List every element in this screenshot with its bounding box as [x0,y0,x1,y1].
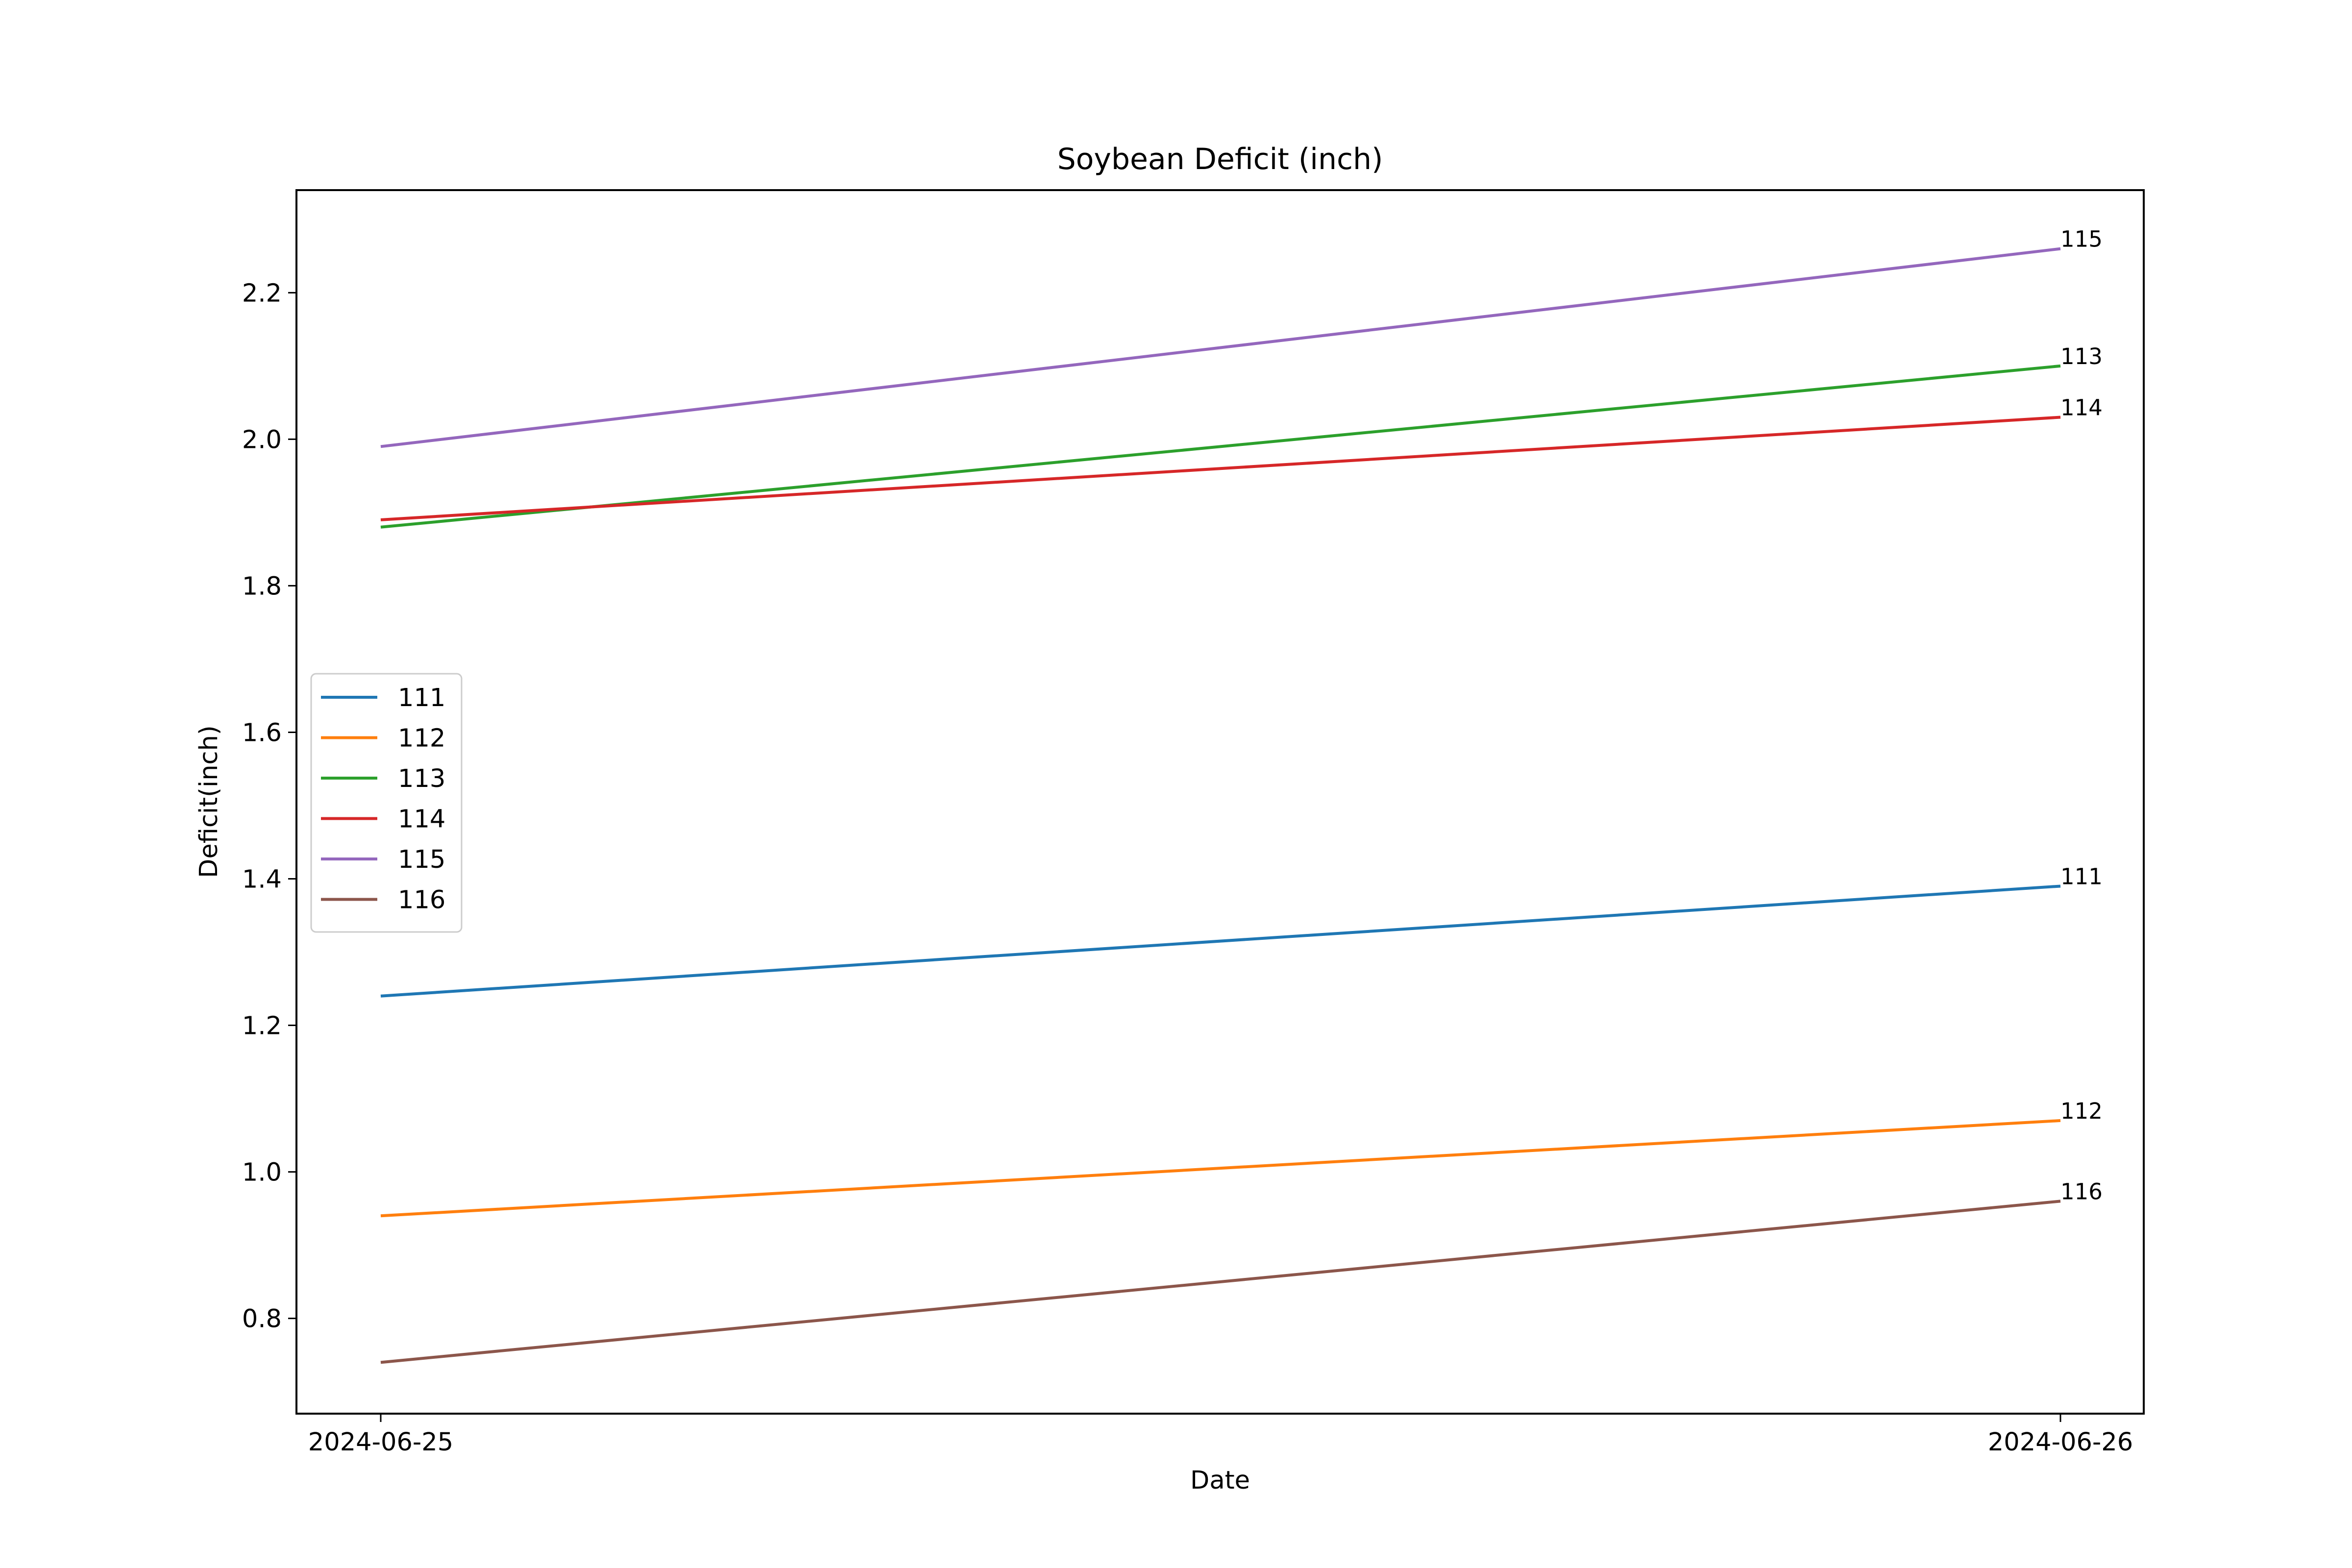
legend-label-113: 113 [398,764,445,793]
y-tick-label: 1.8 [242,572,282,601]
y-tick-label: 2.0 [242,425,282,454]
y-tick-label: 1.0 [242,1158,282,1187]
legend-label-114: 114 [398,805,445,834]
x-tick-label: 2024-06-25 [308,1428,453,1457]
series-end-label-112: 112 [2060,1098,2103,1124]
series-line-115 [380,247,2061,448]
axis-ticks: 0.8 1.0 1.2 1.4 1.6 1.8 2.0 2.2 2024-06-25 2024-0… [242,279,2133,1457]
legend-label-111: 111 [398,684,445,712]
legend-label-112: 112 [398,724,445,753]
series-line-112 [380,1119,2061,1218]
series-end-label-114: 114 [2060,395,2103,421]
plot-area-frame [295,189,2145,1415]
y-axis-label: Deficit(inch) [195,725,223,878]
chart-title: Soybean Deficit (inch) [1057,142,1383,176]
x-tick-label: 2024-06-26 [1988,1428,2133,1457]
y-tick-label: 1.6 [242,718,282,747]
legend-label-115: 115 [398,845,445,874]
y-tick-label: 2.2 [242,279,282,308]
series-line-111 [380,884,2061,998]
y-tick-label: 1.2 [242,1012,282,1041]
series-lines [380,247,2061,1364]
series-end-label-115: 115 [2060,226,2103,252]
legend: 111 112 113 114 115 116 [310,673,463,933]
x-axis-label: Date [1190,1466,1250,1495]
series-end-label-111: 111 [2060,863,2103,889]
series-end-label-113: 113 [2060,343,2103,369]
series-end-label-116: 116 [2060,1178,2103,1204]
series-end-labels: 111 112 113 114 115 116 [2060,226,2103,1205]
series-line-113 [380,364,2061,529]
legend-label-116: 116 [398,886,445,915]
series-line-116 [380,1200,2061,1364]
y-tick-label: 0.8 [242,1305,282,1334]
y-tick-label: 1.4 [242,865,282,894]
series-line-114 [380,416,2061,521]
